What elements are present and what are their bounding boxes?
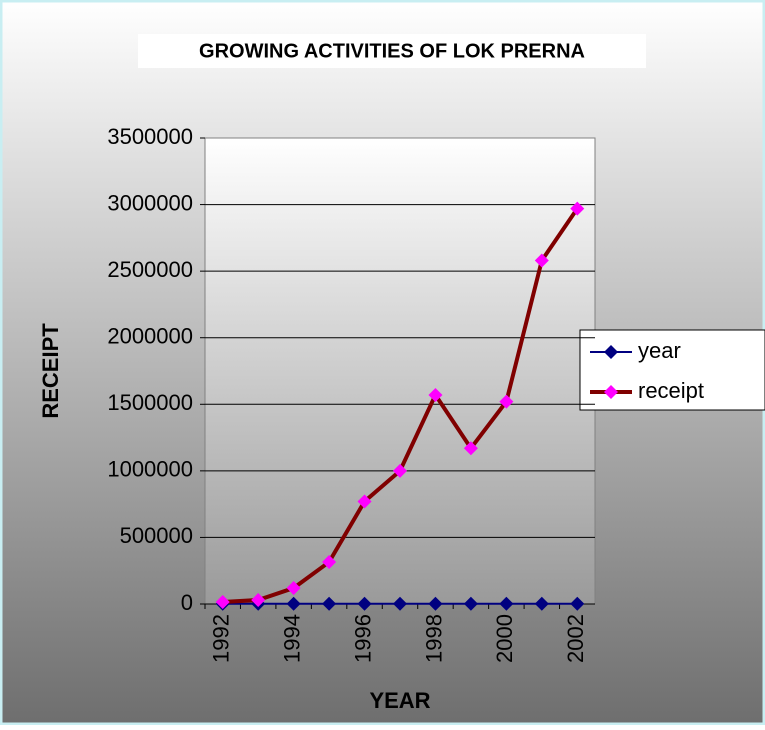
- x-tick-label: 1996: [350, 614, 375, 663]
- x-axis-label: YEAR: [369, 688, 430, 713]
- chart-title: GROWING ACTIVITIES OF LOK PRERNA: [199, 40, 585, 62]
- y-tick-label: 1500000: [107, 390, 193, 415]
- y-tick-label: 2500000: [107, 257, 193, 282]
- x-tick-label: 1998: [421, 614, 446, 663]
- x-tick-label: 1992: [209, 614, 234, 663]
- y-tick-label: 500000: [120, 523, 193, 548]
- y-axis-label: RECEIPT: [38, 323, 63, 419]
- y-tick-label: 3000000: [107, 190, 193, 215]
- y-tick-label: 2000000: [107, 324, 193, 349]
- x-tick-label: 1994: [279, 614, 304, 663]
- legend-label: year: [638, 338, 681, 363]
- plot-area: [205, 138, 595, 604]
- legend-label: receipt: [638, 378, 704, 403]
- y-tick-label: 0: [181, 590, 193, 615]
- y-tick-label: 3500000: [107, 124, 193, 149]
- x-tick-label: 2000: [492, 614, 517, 663]
- y-tick-label: 1000000: [107, 457, 193, 482]
- x-tick-label: 2002: [563, 614, 588, 663]
